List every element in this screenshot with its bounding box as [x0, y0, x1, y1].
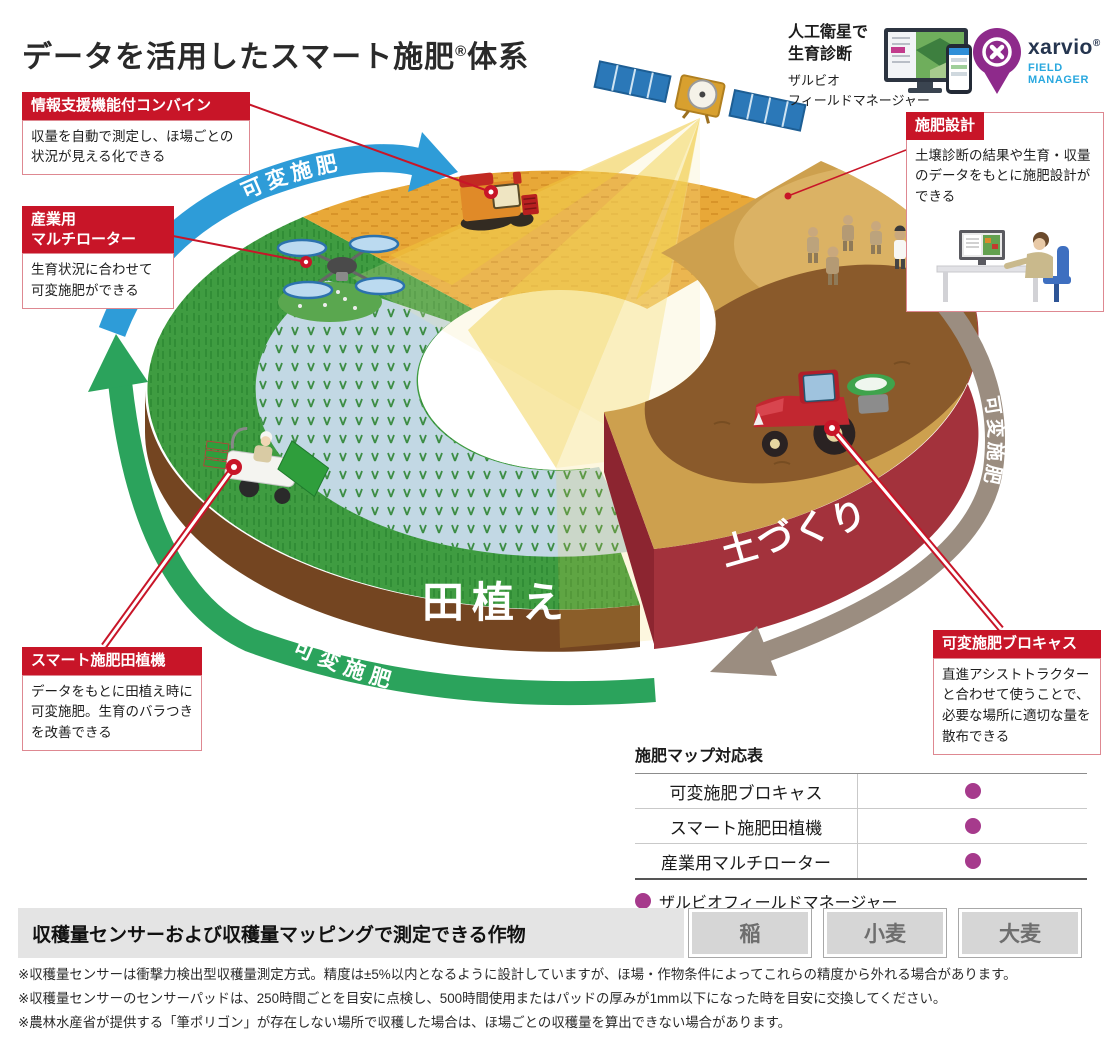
soil-wedge-cut-face — [604, 412, 654, 644]
xarvio-field-manager-label: FIELD MANAGER — [1028, 62, 1090, 86]
callout-combine: 情報支援機能付コンバイン 収量を自動で測定し、ほ場ごとの状況が見える化できる — [22, 92, 250, 176]
page-title-main: データを活用したスマート施肥 — [22, 41, 456, 75]
crop-button-rice[interactable]: 稲 — [688, 908, 812, 958]
xarvio-pin-logo — [973, 28, 1021, 94]
supported-dot — [964, 783, 981, 799]
footnote: ※収穫量センサーは衝撃力検出型収穫量測定方式。精度は±5%以内となるように設計し… — [18, 967, 1017, 982]
satellite-illustration — [593, 60, 807, 132]
supported-dot — [964, 853, 981, 869]
supported-dot — [964, 818, 981, 834]
field-manager-devices — [884, 28, 972, 94]
callout-multirotor-body: 生育状況に合わせて可変施肥ができる — [22, 253, 174, 309]
label-rice-planting: 田植え — [422, 579, 572, 626]
callout-multirotor: 産業用 マルチローター 生育状況に合わせて可変施肥ができる — [22, 206, 174, 309]
table-row-label: 産業用マルチローター — [661, 853, 831, 873]
callout-fertilization-design: 施肥設計 土壌診断の結果や生育・収量のデータをもとに施肥設計ができる — [906, 112, 1104, 313]
satellite-sub-line2: フィールドマネージャー — [788, 92, 930, 108]
map-table-title: 施肥マップ対応表 — [635, 748, 764, 765]
callout-transplanter: スマート施肥田植機 データをもとに田植え時に可変施肥。生育のバラつきを改善できる — [22, 647, 202, 752]
callout-broadcaster-title: 可変施肥ブロキャス — [933, 630, 1101, 658]
table-row-label: 可変施肥ブロキャス — [669, 783, 823, 803]
leader-lines — [101, 103, 1004, 649]
transplanter-illustration — [203, 426, 330, 504]
combine-illustration — [458, 171, 539, 231]
footnote: ※農林水産省が提供する「筆ポリゴン」が存在しない場所で収穫した場合は、ほ場ごとの… — [18, 1015, 792, 1030]
crops-bar-label: 収穫量センサーおよび収穫量マッピングで測定できる作物 — [32, 924, 526, 946]
fertilization-design-illustration — [936, 230, 1071, 303]
soil-diagnosis-people — [807, 215, 906, 285]
satellite-heading-line2: 生育診断 — [788, 45, 853, 63]
registered-mark: ® — [455, 43, 468, 61]
callout-combine-title: 情報支援機能付コンバイン — [22, 92, 250, 120]
xarvio-brand: xarvio® — [1028, 36, 1101, 59]
legend-dot — [635, 893, 651, 909]
drone-illustration — [276, 234, 406, 322]
ring-rim — [145, 390, 640, 652]
crops-bar: 収穫量センサーおよび収穫量マッピングで測定できる作物 — [18, 908, 684, 958]
footnote: ※収穫量センサーのセンサーパッドは、250時間ごとを目安に点検し、500時間使用… — [18, 991, 947, 1006]
satellite-beams — [352, 118, 700, 648]
callout-broadcaster: 可変施肥ブロキャス 直進アシストトラクターと合わせて使うことで、必要な場所に適切… — [933, 630, 1101, 756]
satellite-diagnosis-panel: 人工衛星で生育診断 ザルビオフィールドマネージャー — [788, 22, 958, 110]
footnotes: ※収穫量センサーは衝撃力検出型収穫量測定方式。精度は±5%以内となるように設計し… — [18, 963, 1017, 1035]
fertilization-map-table: 施肥マップ対応表 可変施肥ブロキャス スマート施肥田植機 産業用マルチローター … — [635, 742, 1087, 913]
callout-design-body: 土壌診断の結果や生育・収量のデータをもとに施肥設計ができる — [907, 139, 1103, 215]
callout-transplanter-title: スマート施肥田植機 — [22, 647, 202, 675]
legend-label: ザルビオフィールドマネージャー — [659, 895, 898, 912]
callout-broadcaster-body: 直進アシストトラクターと合わせて使うことで、必要な場所に適切な量を散布できる — [933, 657, 1101, 756]
callout-multirotor-title: 産業用 マルチローター — [22, 206, 174, 253]
crop-button-barley[interactable]: 大麦 — [958, 908, 1082, 958]
callout-design-title: 施肥設計 — [906, 112, 985, 140]
satellite-heading-line1: 人工衛星で — [788, 24, 869, 41]
scientist-figure — [894, 225, 906, 269]
table-row: 産業用マルチローター — [635, 844, 1087, 878]
crop-button-wheat[interactable]: 小麦 — [823, 908, 947, 958]
table-row: 可変施肥ブロキャス — [635, 774, 1087, 809]
soil-wedge-outer-face — [654, 259, 979, 649]
ring-segment-growing — [147, 217, 640, 610]
callout-transplanter-body: データをもとに田植え時に可変施肥。生育のバラつきを改善できる — [22, 674, 202, 752]
table-row-label: スマート施肥田植機 — [669, 818, 823, 838]
callout-combine-body: 収量を自動で測定し、ほ場ごとの状況が見える化できる — [22, 119, 250, 176]
table-row: スマート施肥田植機 — [635, 809, 1087, 844]
seedling-trays — [203, 440, 330, 498]
satellite-sub-line1: ザルビオ — [788, 73, 841, 89]
page-title-suffix: 体系 — [467, 41, 530, 75]
page-title: データを活用したスマート施肥®体系 — [22, 32, 529, 76]
table-legend: ザルビオフィールドマネージャー — [635, 889, 1087, 913]
